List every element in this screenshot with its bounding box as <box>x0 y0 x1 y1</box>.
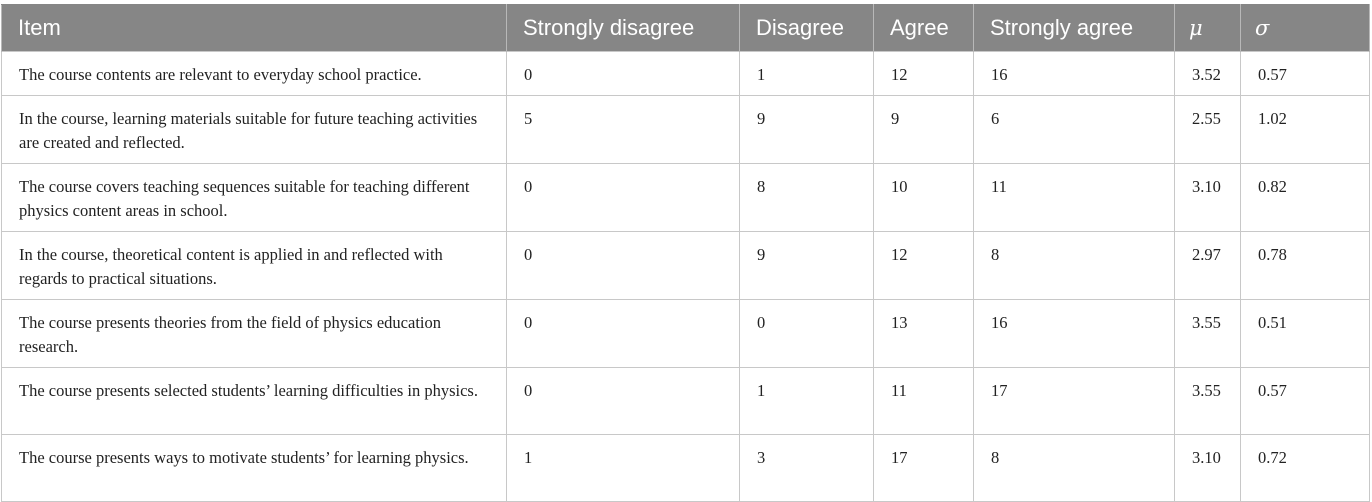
agree-cell: 9 <box>873 95 974 164</box>
strongly-agree-cell: 11 <box>973 163 1175 232</box>
strongly-agree-cell: 16 <box>973 299 1175 368</box>
column-header-strongly-disagree: Strongly disagree <box>506 4 740 52</box>
item-cell: The course presents ways to motivate stu… <box>1 434 507 502</box>
table-row: The course presents theories from the fi… <box>1 299 1370 368</box>
agree-cell: 11 <box>873 367 974 435</box>
mean-cell: 2.97 <box>1174 231 1241 300</box>
disagree-cell: 1 <box>739 51 874 96</box>
agree-cell: 13 <box>873 299 974 368</box>
column-header-agree: Agree <box>873 4 974 52</box>
item-cell: The course covers teaching sequences sui… <box>1 163 507 232</box>
strongly-agree-cell: 8 <box>973 231 1175 300</box>
disagree-cell: 3 <box>739 434 874 502</box>
strongly-disagree-cell: 0 <box>506 299 740 368</box>
std-dev-cell: 0.57 <box>1240 367 1370 435</box>
column-header-disagree: Disagree <box>739 4 874 52</box>
mean-cell: 2.55 <box>1174 95 1241 164</box>
table-row: In the course, theoretical content is ap… <box>1 231 1370 300</box>
disagree-cell: 9 <box>739 95 874 164</box>
std-dev-cell: 0.57 <box>1240 51 1370 96</box>
mean-cell: 3.55 <box>1174 367 1241 435</box>
column-header-item: Item <box>1 4 507 52</box>
survey-results-table-container: Item Strongly disagree Disagree Agree St… <box>1 4 1370 502</box>
item-cell: The course presents theories from the fi… <box>1 299 507 368</box>
strongly-disagree-cell: 0 <box>506 163 740 232</box>
disagree-cell: 0 <box>739 299 874 368</box>
table-row: The course contents are relevant to ever… <box>1 51 1370 96</box>
strongly-disagree-cell: 0 <box>506 367 740 435</box>
column-header-strongly-agree: Strongly agree <box>973 4 1175 52</box>
agree-cell: 12 <box>873 231 974 300</box>
disagree-cell: 8 <box>739 163 874 232</box>
mean-cell: 3.10 <box>1174 434 1241 502</box>
disagree-cell: 1 <box>739 367 874 435</box>
item-cell: In the course, theoretical content is ap… <box>1 231 507 300</box>
agree-cell: 10 <box>873 163 974 232</box>
strongly-disagree-cell: 1 <box>506 434 740 502</box>
strongly-disagree-cell: 5 <box>506 95 740 164</box>
table-row: In the course, learning materials suitab… <box>1 95 1370 164</box>
column-header-std-dev: σ <box>1240 4 1370 52</box>
strongly-disagree-cell: 0 <box>506 51 740 96</box>
table-row: The course presents selected students’ l… <box>1 367 1370 435</box>
survey-results-table: Item Strongly disagree Disagree Agree St… <box>1 4 1370 502</box>
item-cell: The course presents selected students’ l… <box>1 367 507 435</box>
strongly-agree-cell: 6 <box>973 95 1175 164</box>
strongly-disagree-cell: 0 <box>506 231 740 300</box>
strongly-agree-cell: 17 <box>973 367 1175 435</box>
std-dev-cell: 1.02 <box>1240 95 1370 164</box>
disagree-cell: 9 <box>739 231 874 300</box>
item-cell: In the course, learning materials suitab… <box>1 95 507 164</box>
column-header-mean: μ <box>1174 4 1241 52</box>
mean-cell: 3.10 <box>1174 163 1241 232</box>
agree-cell: 12 <box>873 51 974 96</box>
mean-cell: 3.52 <box>1174 51 1241 96</box>
std-dev-cell: 0.72 <box>1240 434 1370 502</box>
table-row: The course covers teaching sequences sui… <box>1 163 1370 232</box>
strongly-agree-cell: 8 <box>973 434 1175 502</box>
std-dev-cell: 0.78 <box>1240 231 1370 300</box>
std-dev-cell: 0.82 <box>1240 163 1370 232</box>
agree-cell: 17 <box>873 434 974 502</box>
mean-cell: 3.55 <box>1174 299 1241 368</box>
item-cell: The course contents are relevant to ever… <box>1 51 507 96</box>
strongly-agree-cell: 16 <box>973 51 1175 96</box>
std-dev-cell: 0.51 <box>1240 299 1370 368</box>
table-row: The course presents ways to motivate stu… <box>1 434 1370 502</box>
header-row: Item Strongly disagree Disagree Agree St… <box>1 4 1370 52</box>
